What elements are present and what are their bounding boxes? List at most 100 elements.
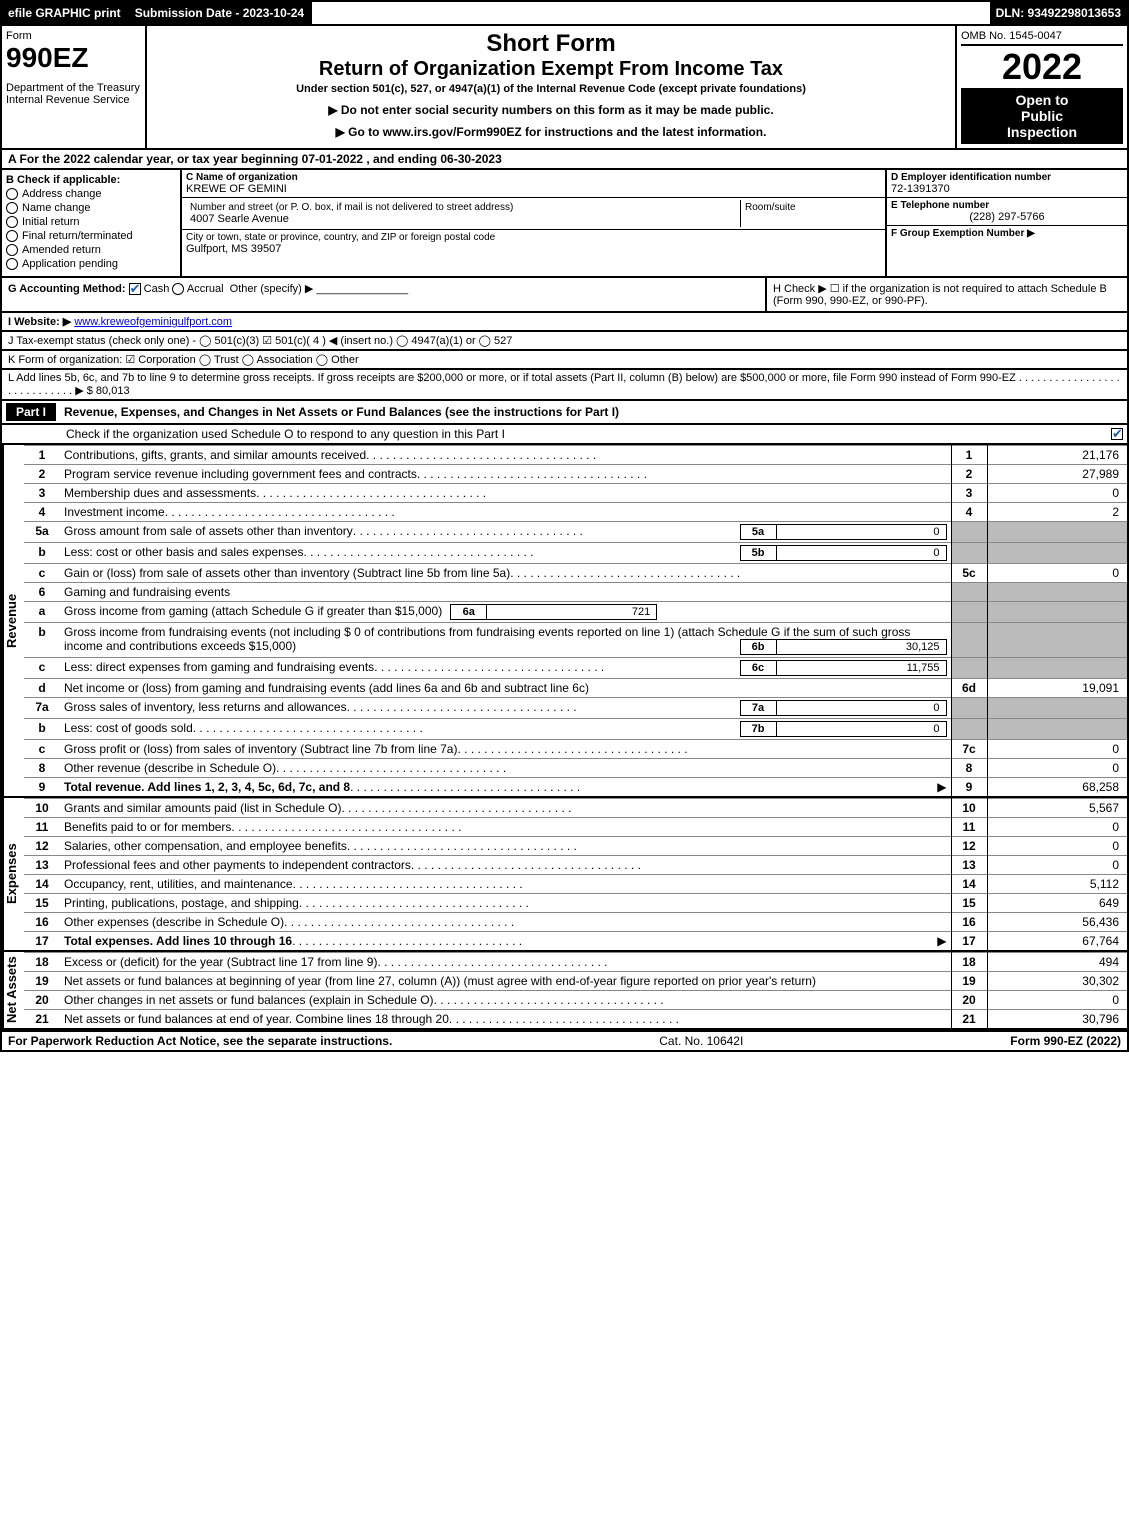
l14-a: 5,112 (987, 875, 1127, 894)
chk-initial[interactable] (6, 216, 18, 228)
website-link[interactable]: www.kreweofgeminigulfport.com (74, 316, 232, 328)
l5b-n: b (24, 543, 60, 564)
l21-n: 21 (24, 1010, 60, 1029)
l19-r: 19 (951, 972, 987, 991)
chk-name[interactable] (6, 202, 18, 214)
l3-a: 0 (987, 484, 1127, 503)
return-title: Return of Organization Exempt From Incom… (151, 58, 951, 81)
l18-r: 18 (951, 953, 987, 972)
l8-r: 8 (951, 759, 987, 778)
l20-a: 0 (987, 991, 1127, 1010)
part-i-title: Revenue, Expenses, and Changes in Net As… (64, 405, 619, 419)
footer: For Paperwork Reduction Act Notice, see … (0, 1030, 1129, 1052)
chk-cash[interactable] (129, 283, 141, 295)
chk-address[interactable] (6, 188, 18, 200)
l18-a: 494 (987, 953, 1127, 972)
l8-d: Other revenue (describe in Schedule O) (64, 761, 276, 775)
l10-a: 5,567 (987, 799, 1127, 818)
l3-r: 3 (951, 484, 987, 503)
header-left: Form 990EZ Department of the Treasury In… (2, 26, 147, 148)
e-label: E Telephone number (891, 200, 1123, 211)
l6d-a: 19,091 (987, 679, 1127, 698)
l4-d: Investment income (64, 505, 165, 519)
f-label: F Group Exemption Number ▶ (891, 228, 1123, 239)
l6-n: 6 (24, 583, 60, 602)
col-g: G Accounting Method: Cash Accrual Other … (2, 278, 767, 311)
l15-n: 15 (24, 894, 60, 913)
chk-schedule-o[interactable] (1111, 428, 1123, 440)
chk-amended[interactable] (6, 244, 18, 256)
under-section: Under section 501(c), 527, or 4947(a)(1)… (151, 83, 951, 95)
footer-mid: Cat. No. 10642I (392, 1034, 1010, 1048)
lbl-address: Address change (22, 188, 102, 200)
l19-n: 19 (24, 972, 60, 991)
l7c-a: 0 (987, 740, 1127, 759)
section-bcdef: B Check if applicable: Address change Na… (0, 170, 1129, 278)
part-i-check-text: Check if the organization used Schedule … (66, 427, 505, 441)
l2-d: Program service revenue including govern… (64, 467, 417, 481)
l8-a: 0 (987, 759, 1127, 778)
revenue-label: Revenue (2, 445, 24, 796)
ein: 72-1391370 (891, 183, 1123, 195)
l6b-sa: 30,125 (776, 640, 946, 655)
l10-d: Grants and similar amounts paid (list in… (64, 801, 341, 815)
col-h: H Check ▶ ☐ if the organization is not r… (767, 278, 1127, 311)
l6-d: Gaming and fundraising events (60, 583, 951, 602)
lbl-amended: Amended return (22, 244, 101, 256)
netassets-table: 18 Excess or (deficit) for the year (Subt… (24, 952, 1127, 1028)
l12-n: 12 (24, 837, 60, 856)
l11-r: 11 (951, 818, 987, 837)
submission-date: Submission Date - 2023-10-24 (129, 2, 312, 24)
l2-r: 2 (951, 465, 987, 484)
revenue-section: Revenue 1Contributions, gifts, grants, a… (0, 445, 1129, 798)
l5a-d: Gross amount from sale of assets other t… (64, 524, 353, 540)
l14-n: 14 (24, 875, 60, 894)
l6b-n: b (24, 623, 60, 658)
l9-a: 68,258 (987, 778, 1127, 797)
phone: (228) 297-5766 (891, 211, 1123, 223)
l9-d: Total revenue. Add lines 1, 2, 3, 4, 5c,… (64, 780, 350, 794)
l6a-sa: 721 (487, 605, 657, 620)
l20-r: 20 (951, 991, 987, 1010)
header-center: Short Form Return of Organization Exempt… (147, 26, 957, 148)
l13-n: 13 (24, 856, 60, 875)
l12-d: Salaries, other compensation, and employ… (64, 839, 347, 853)
l6d-r: 6d (951, 679, 987, 698)
l6c-sa: 11,755 (776, 661, 946, 676)
col-def: D Employer identification number 72-1391… (887, 170, 1127, 276)
l6c-d: Less: direct expenses from gaming and fu… (64, 660, 374, 676)
l6a-sr: 6a (451, 605, 487, 620)
lbl-other: Other (specify) ▶ (230, 283, 314, 295)
g-label: G Accounting Method: (8, 283, 126, 295)
chk-final[interactable] (6, 230, 18, 242)
col-c: C Name of organization KREWE OF GEMINI N… (182, 170, 887, 276)
l10-n: 10 (24, 799, 60, 818)
l20-n: 20 (24, 991, 60, 1010)
l11-n: 11 (24, 818, 60, 837)
l12-a: 0 (987, 837, 1127, 856)
chk-pending[interactable] (6, 258, 18, 270)
l15-d: Printing, publications, postage, and shi… (64, 896, 299, 910)
header-right: OMB No. 1545-0047 2022 Open to Public In… (957, 26, 1127, 148)
street: 4007 Searle Avenue (190, 213, 736, 225)
footer-left: For Paperwork Reduction Act Notice, see … (8, 1034, 392, 1048)
l7a-d: Gross sales of inventory, less returns a… (64, 700, 347, 716)
l4-r: 4 (951, 503, 987, 522)
l3-d: Membership dues and assessments (64, 486, 256, 500)
l6a-d: Gross income from gaming (attach Schedul… (64, 604, 442, 620)
l6b-sr: 6b (740, 640, 776, 655)
d-label: D Employer identification number (891, 172, 1123, 183)
c-label: C Name of organization (186, 172, 881, 183)
efile-print[interactable]: efile GRAPHIC print (2, 2, 129, 24)
l5b-sa: 0 (776, 546, 946, 561)
chk-accrual[interactable] (172, 283, 184, 295)
row-l: L Add lines 5b, 6c, and 7b to line 9 to … (0, 370, 1129, 401)
l18-d: Excess or (deficit) for the year (Subtra… (64, 955, 377, 969)
city: Gulfport, MS 39507 (186, 243, 881, 255)
l2-a: 27,989 (987, 465, 1127, 484)
l7b-d: Less: cost of goods sold (64, 721, 193, 737)
l5c-n: c (24, 564, 60, 583)
street-label: Number and street (or P. O. box, if mail… (190, 202, 736, 213)
l7b-sr: 7b (740, 722, 776, 737)
noshare-line: ▶ Do not enter social security numbers o… (151, 103, 951, 117)
